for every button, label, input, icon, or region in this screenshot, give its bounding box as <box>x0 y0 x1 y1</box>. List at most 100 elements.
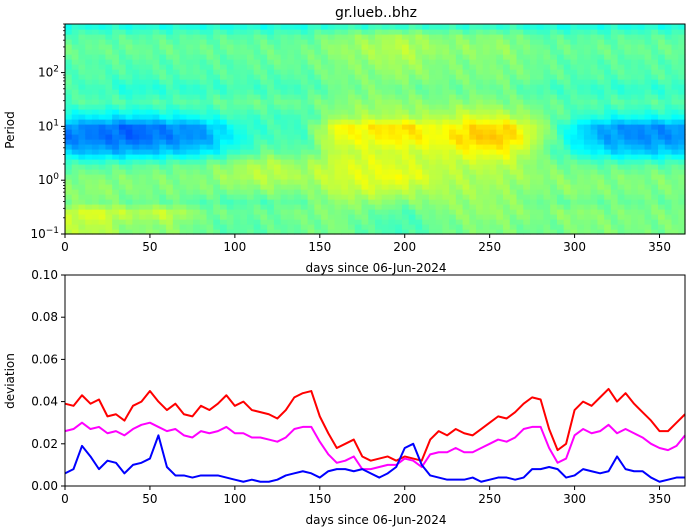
heatmap-cell <box>503 149 511 155</box>
heatmap-cell <box>300 54 309 60</box>
heatmap-cell <box>583 169 592 175</box>
heatmap-cell <box>415 99 423 105</box>
heatmap-cell <box>85 69 93 75</box>
heatmap-cell <box>631 149 639 155</box>
heatmap-cell <box>415 164 423 170</box>
heatmap-cell <box>280 44 288 50</box>
heatmap-cell <box>536 209 545 215</box>
heatmap-cell <box>583 109 592 115</box>
deviation-panel: 0 50 100 150 200 250 300 350 0.000.020.040.060.… <box>3 268 686 527</box>
heatmap-cell <box>617 219 625 225</box>
heatmap-cell <box>246 144 255 150</box>
heatmap-cell <box>260 179 268 185</box>
heatmap-cell <box>408 214 417 220</box>
heatmap-cell <box>152 184 160 190</box>
heatmap-cell <box>482 89 491 95</box>
heatmap-cell <box>644 149 652 155</box>
heatmap-cell <box>179 99 187 105</box>
heatmap-cell <box>664 69 673 75</box>
heatmap-cell <box>172 69 181 75</box>
heatmap-cell <box>152 199 160 205</box>
heatmap-cell <box>125 29 133 35</box>
heatmap-cell <box>395 94 403 100</box>
heatmap-cell <box>550 114 558 120</box>
heatmap-cell <box>354 64 363 70</box>
heatmap-cell <box>422 134 430 140</box>
heatmap-cell <box>543 74 551 80</box>
heatmap-cell <box>273 219 282 225</box>
heatmap-cell <box>341 109 349 115</box>
heatmap-cell <box>482 129 491 135</box>
heatmap-cell <box>401 114 410 120</box>
heatmap-cell <box>71 94 80 100</box>
heatmap-cell <box>509 169 518 175</box>
heatmap-cell <box>476 139 484 145</box>
heatmap-cell <box>145 164 154 170</box>
heatmap-cell <box>314 29 322 35</box>
heatmap-cell <box>354 94 363 100</box>
heatmap-cell <box>354 119 363 125</box>
heatmap-cell <box>226 214 235 220</box>
heatmap-cell <box>193 94 201 100</box>
heatmap-cell <box>536 229 545 235</box>
heatmap-cell <box>563 59 572 65</box>
heatmap-cell <box>280 99 288 105</box>
heatmap-cell <box>280 59 288 65</box>
heatmap-cell <box>388 89 396 95</box>
heatmap-cell <box>368 154 376 160</box>
heatmap-cell <box>422 54 430 60</box>
heatmap-cell <box>664 39 673 45</box>
heatmap-cell <box>570 154 578 160</box>
heatmap-cell <box>523 64 531 70</box>
heatmap-cell <box>361 39 369 45</box>
heatmap-cell <box>604 74 612 80</box>
heatmap-cell <box>482 69 491 75</box>
heatmap-cell <box>139 164 147 170</box>
heatmap-cell <box>260 44 268 50</box>
heatmap-cell <box>449 49 457 55</box>
heatmap-cell <box>570 49 578 55</box>
heatmap-cell <box>260 174 268 180</box>
heatmap-cell <box>610 74 619 80</box>
heatmap-cell <box>354 134 363 140</box>
heatmap-cell <box>604 104 612 110</box>
heatmap-cell <box>179 199 187 205</box>
heatmap-cell <box>98 174 107 180</box>
heatmap-cell <box>294 164 302 170</box>
heatmap-cell <box>273 159 282 165</box>
heatmap-cell <box>469 139 477 145</box>
heatmap-cell <box>246 209 255 215</box>
heatmap-cell <box>597 79 605 85</box>
heatmap-cell <box>267 214 275 220</box>
heatmap-cell <box>213 149 221 155</box>
heatmap-cell <box>496 229 504 235</box>
heatmap-cell <box>132 94 140 100</box>
heatmap-cell <box>516 169 524 175</box>
heatmap-cell <box>246 134 255 140</box>
heatmap-cell <box>610 199 619 205</box>
heatmap-cell <box>91 49 100 55</box>
heatmap-cell <box>273 184 282 190</box>
heatmap-cell <box>489 189 497 195</box>
heatmap-cell <box>583 159 592 165</box>
heatmap-cell <box>287 114 295 120</box>
heatmap-cell <box>112 24 120 30</box>
heatmap-cell <box>536 159 545 165</box>
heatmap-cell <box>125 139 133 145</box>
heatmap-cell <box>550 104 558 110</box>
heatmap-cell <box>658 119 666 125</box>
heatmap-cell <box>516 164 524 170</box>
heatmap-cell <box>139 209 147 215</box>
heatmap-cell <box>617 129 625 135</box>
heatmap-cell <box>590 54 598 60</box>
heatmap-cell <box>334 94 342 100</box>
heatmap-cell <box>610 209 619 215</box>
heatmap-cell <box>617 174 625 180</box>
heatmap-cell <box>85 194 93 200</box>
heatmap-cell <box>442 34 450 40</box>
heatmap-cell <box>341 59 349 65</box>
heatmap-cell <box>139 214 147 220</box>
heatmap-cell <box>240 44 248 50</box>
heatmap-cell <box>78 149 86 155</box>
heatmap-cell <box>476 169 484 175</box>
